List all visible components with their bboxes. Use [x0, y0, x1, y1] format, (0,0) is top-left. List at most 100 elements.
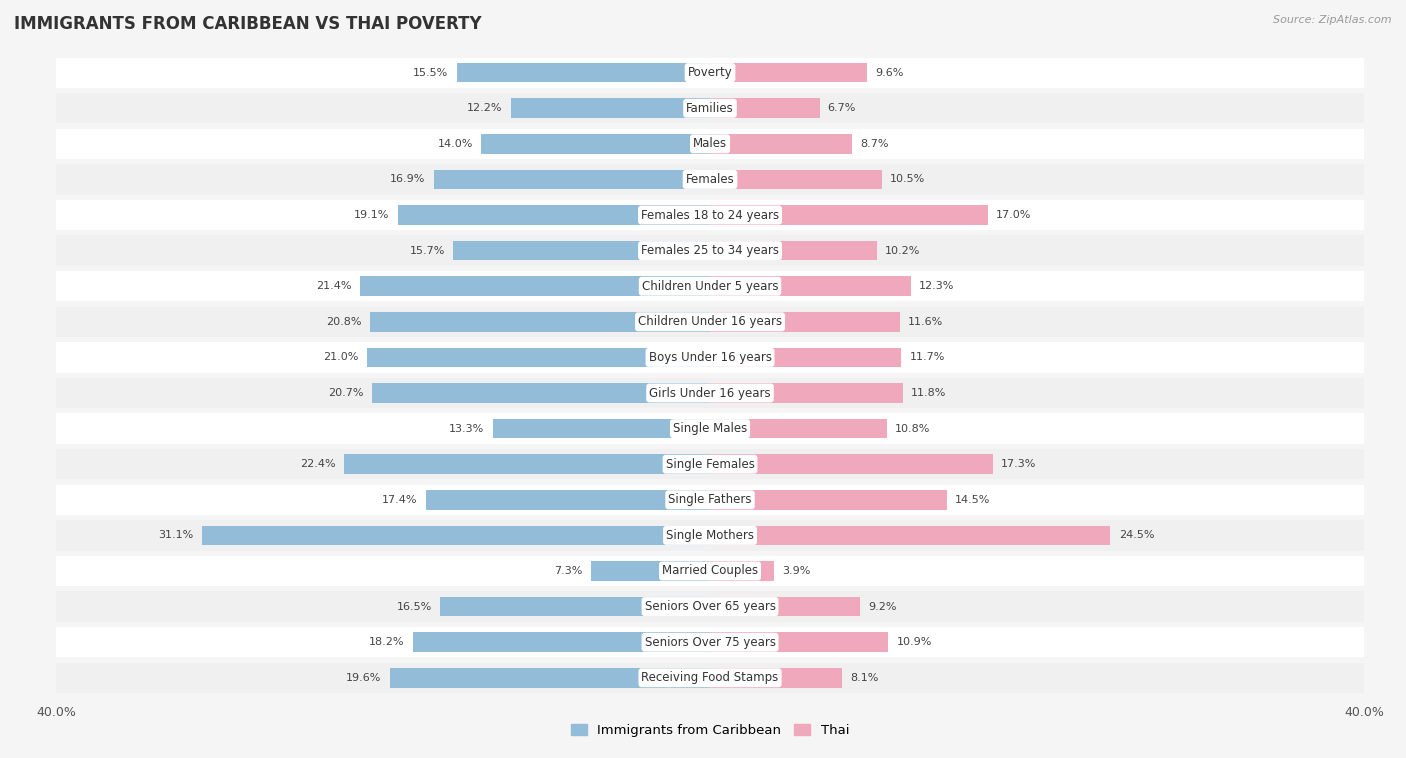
Text: Receiving Food Stamps: Receiving Food Stamps — [641, 672, 779, 684]
Text: Seniors Over 65 years: Seniors Over 65 years — [644, 600, 776, 613]
Text: 10.9%: 10.9% — [897, 637, 932, 647]
Text: 20.7%: 20.7% — [328, 388, 364, 398]
Bar — [710, 277, 911, 296]
Text: Children Under 16 years: Children Under 16 years — [638, 315, 782, 328]
Text: 11.6%: 11.6% — [908, 317, 943, 327]
Bar — [481, 134, 710, 154]
Text: 12.2%: 12.2% — [467, 103, 502, 113]
Bar — [56, 556, 1364, 586]
Bar — [710, 419, 887, 438]
Text: 24.5%: 24.5% — [1119, 531, 1154, 540]
Text: Married Couples: Married Couples — [662, 565, 758, 578]
Bar — [710, 134, 852, 154]
Text: Poverty: Poverty — [688, 66, 733, 79]
Text: 10.5%: 10.5% — [890, 174, 925, 184]
Bar — [56, 343, 1364, 372]
Bar — [710, 63, 868, 83]
Text: 19.6%: 19.6% — [346, 673, 381, 683]
Text: 10.2%: 10.2% — [884, 246, 921, 255]
Text: Males: Males — [693, 137, 727, 150]
Bar — [492, 419, 710, 438]
Bar — [710, 170, 882, 190]
Text: Single Females: Single Females — [665, 458, 755, 471]
Bar — [56, 93, 1364, 124]
Bar — [389, 668, 710, 688]
Bar — [201, 525, 710, 545]
Bar — [457, 63, 710, 83]
Bar — [56, 627, 1364, 657]
Bar — [56, 449, 1364, 479]
Bar — [710, 561, 773, 581]
Bar — [710, 668, 842, 688]
Bar — [344, 454, 710, 474]
Text: 18.2%: 18.2% — [368, 637, 405, 647]
Text: 15.5%: 15.5% — [413, 67, 449, 77]
Bar — [710, 205, 988, 225]
Text: 11.7%: 11.7% — [910, 352, 945, 362]
Legend: Immigrants from Caribbean, Thai: Immigrants from Caribbean, Thai — [565, 719, 855, 742]
Bar — [56, 378, 1364, 408]
Text: 16.9%: 16.9% — [391, 174, 426, 184]
Text: Single Males: Single Males — [673, 422, 747, 435]
Bar — [56, 413, 1364, 443]
Text: 17.0%: 17.0% — [995, 210, 1032, 220]
Text: 9.6%: 9.6% — [875, 67, 904, 77]
Text: 15.7%: 15.7% — [411, 246, 446, 255]
Bar — [440, 597, 710, 616]
Text: 21.0%: 21.0% — [323, 352, 359, 362]
Bar — [591, 561, 710, 581]
Text: Families: Families — [686, 102, 734, 114]
Text: 14.0%: 14.0% — [437, 139, 472, 149]
Bar — [56, 236, 1364, 266]
Text: 9.2%: 9.2% — [869, 602, 897, 612]
Text: 13.3%: 13.3% — [450, 424, 485, 434]
Bar — [453, 241, 710, 261]
Text: Source: ZipAtlas.com: Source: ZipAtlas.com — [1274, 15, 1392, 25]
Bar — [56, 307, 1364, 337]
Text: 21.4%: 21.4% — [316, 281, 352, 291]
Bar — [56, 200, 1364, 230]
Text: Females 18 to 24 years: Females 18 to 24 years — [641, 208, 779, 221]
Text: 17.3%: 17.3% — [1001, 459, 1036, 469]
Bar — [56, 271, 1364, 302]
Text: Females: Females — [686, 173, 734, 186]
Bar — [56, 164, 1364, 195]
Text: 11.8%: 11.8% — [911, 388, 946, 398]
Text: Single Mothers: Single Mothers — [666, 529, 754, 542]
Bar — [710, 525, 1111, 545]
Bar — [398, 205, 710, 225]
Bar — [360, 277, 710, 296]
Bar — [412, 632, 710, 652]
Text: Children Under 5 years: Children Under 5 years — [641, 280, 779, 293]
Bar — [56, 484, 1364, 515]
Bar — [710, 597, 860, 616]
Text: 22.4%: 22.4% — [299, 459, 336, 469]
Bar — [510, 99, 710, 118]
Text: 14.5%: 14.5% — [955, 495, 991, 505]
Bar — [710, 384, 903, 402]
Bar — [56, 591, 1364, 622]
Bar — [710, 99, 820, 118]
Bar — [367, 348, 710, 367]
Bar — [710, 454, 993, 474]
Bar — [56, 520, 1364, 550]
Bar — [710, 348, 901, 367]
Text: 31.1%: 31.1% — [159, 531, 194, 540]
Text: 12.3%: 12.3% — [920, 281, 955, 291]
Text: 8.7%: 8.7% — [860, 139, 889, 149]
Text: Girls Under 16 years: Girls Under 16 years — [650, 387, 770, 399]
Text: Single Fathers: Single Fathers — [668, 493, 752, 506]
Bar — [370, 312, 710, 331]
Bar — [434, 170, 710, 190]
Bar — [710, 490, 948, 509]
Text: 19.1%: 19.1% — [354, 210, 389, 220]
Text: 6.7%: 6.7% — [828, 103, 856, 113]
Bar — [371, 384, 710, 402]
Text: 3.9%: 3.9% — [782, 566, 810, 576]
Text: Seniors Over 75 years: Seniors Over 75 years — [644, 636, 776, 649]
Bar — [56, 58, 1364, 88]
Text: 8.1%: 8.1% — [851, 673, 879, 683]
Text: Boys Under 16 years: Boys Under 16 years — [648, 351, 772, 364]
Text: 20.8%: 20.8% — [326, 317, 361, 327]
Text: 10.8%: 10.8% — [894, 424, 931, 434]
